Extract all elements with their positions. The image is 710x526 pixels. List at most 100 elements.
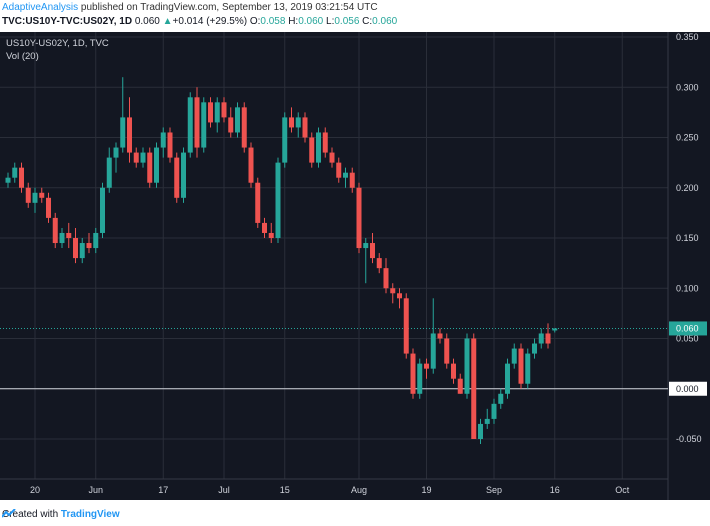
- candle-body[interactable]: [316, 132, 321, 163]
- candle-body[interactable]: [410, 353, 416, 394]
- candle-body[interactable]: [349, 172, 355, 188]
- candle-body[interactable]: [120, 117, 126, 148]
- candle-body[interactable]: [478, 423, 483, 439]
- candle-body[interactable]: [187, 97, 193, 153]
- x-tick-label: Oct: [615, 485, 630, 495]
- candle-body[interactable]: [545, 333, 551, 344]
- candle-body[interactable]: [255, 182, 261, 223]
- candle-body[interactable]: [511, 348, 517, 364]
- candle-body[interactable]: [329, 152, 335, 163]
- candle-body[interactable]: [457, 378, 463, 394]
- candle-body[interactable]: [343, 172, 348, 178]
- author-link[interactable]: AdaptiveAnalysis: [2, 2, 79, 13]
- candle-body[interactable]: [376, 258, 382, 269]
- candle-body[interactable]: [113, 147, 119, 158]
- candle-body[interactable]: [403, 298, 409, 354]
- candle-body[interactable]: [289, 117, 294, 128]
- candle-body[interactable]: [309, 137, 315, 163]
- candle-body[interactable]: [133, 152, 139, 163]
- candle-body[interactable]: [154, 147, 159, 183]
- ohlc-line: TVC:US10Y-TVC:US02Y, 1D 0.060 ▲+0.014 (+…: [2, 16, 397, 27]
- candle-body[interactable]: [106, 157, 112, 188]
- x-tick-label: Jun: [88, 485, 103, 495]
- candle-body[interactable]: [167, 132, 173, 158]
- candle-body[interactable]: [518, 348, 524, 384]
- x-tick-label: Aug: [351, 485, 367, 495]
- candle-body[interactable]: [525, 353, 531, 384]
- candle-body[interactable]: [39, 192, 45, 198]
- candle-body[interactable]: [451, 363, 456, 379]
- tradingview-brand[interactable]: TradingView: [60, 509, 120, 520]
- candle-body[interactable]: [140, 152, 146, 163]
- current-price-box: [669, 321, 707, 336]
- footer-credit: Created with TradingView: [2, 509, 120, 520]
- candle-body[interactable]: [322, 132, 328, 153]
- candle-body[interactable]: [194, 97, 200, 148]
- candle-body[interactable]: [505, 363, 510, 394]
- candle-body[interactable]: [430, 333, 436, 369]
- candle-body[interactable]: [282, 117, 288, 163]
- candle-body[interactable]: [228, 117, 234, 133]
- candle-body[interactable]: [498, 393, 504, 404]
- candle-body[interactable]: [160, 132, 166, 148]
- candle-body[interactable]: [52, 217, 58, 244]
- open-value: 0.058: [260, 16, 286, 27]
- candle-body[interactable]: [25, 187, 31, 203]
- candle-body[interactable]: [464, 338, 470, 394]
- candle-body[interactable]: [383, 268, 389, 289]
- candle-body[interactable]: [174, 157, 180, 198]
- candle-body[interactable]: [46, 197, 51, 218]
- candle-body[interactable]: [552, 328, 558, 331]
- candle-body[interactable]: [275, 162, 281, 238]
- candle-body[interactable]: [100, 187, 105, 233]
- candle-body[interactable]: [235, 107, 240, 133]
- candle-body[interactable]: [221, 102, 227, 118]
- candle-body[interactable]: [424, 363, 429, 369]
- candle-body[interactable]: [363, 243, 369, 249]
- candle-body[interactable]: [302, 117, 308, 138]
- candle-body[interactable]: [19, 167, 24, 188]
- candle-body[interactable]: [214, 102, 220, 123]
- candle-body[interactable]: [73, 238, 78, 259]
- candle-body[interactable]: [5, 177, 11, 183]
- candle-body[interactable]: [127, 117, 132, 153]
- candle-body[interactable]: [86, 243, 92, 249]
- candle-body[interactable]: [12, 167, 18, 178]
- candle-body[interactable]: [390, 288, 396, 294]
- candle-body[interactable]: [66, 232, 72, 238]
- y-tick-label: 0.350: [676, 32, 699, 42]
- candle-body[interactable]: [295, 117, 301, 128]
- candle-body[interactable]: [201, 102, 207, 148]
- candle-body[interactable]: [248, 147, 254, 183]
- candle-body[interactable]: [484, 418, 490, 424]
- open-label: O:: [249, 16, 261, 27]
- candle-body[interactable]: [181, 152, 186, 198]
- candle-body[interactable]: [208, 102, 213, 123]
- zero-label: 0.000: [676, 384, 699, 394]
- candle-body[interactable]: [262, 222, 267, 233]
- x-tick-label: Jul: [218, 485, 230, 495]
- chart-area[interactable]: 0.350 0.300 0.250 0.200 0.150 0.100 0.050 0.000…: [0, 32, 710, 500]
- candle-body[interactable]: [59, 232, 65, 244]
- candle-body[interactable]: [356, 187, 362, 249]
- candle-body[interactable]: [93, 232, 99, 249]
- x-tick-label: 16: [550, 485, 560, 495]
- x-tick-label: Sep: [486, 485, 502, 495]
- candle-body[interactable]: [532, 343, 537, 354]
- candlestick-chart[interactable]: 0.350 0.300 0.250 0.200 0.150 0.100 0.050 0.000…: [0, 32, 710, 500]
- candle-body[interactable]: [79, 243, 85, 259]
- candle-body[interactable]: [437, 333, 443, 339]
- candle-body[interactable]: [538, 333, 544, 344]
- candle-body[interactable]: [241, 107, 247, 148]
- candle-body[interactable]: [397, 293, 402, 299]
- candle-body[interactable]: [417, 363, 423, 394]
- candle-body[interactable]: [336, 162, 342, 178]
- candle-body[interactable]: [491, 403, 497, 419]
- candle-body[interactable]: [32, 192, 38, 203]
- candle-body[interactable]: [370, 243, 375, 259]
- candle-body[interactable]: [147, 152, 153, 183]
- candle-body[interactable]: [268, 232, 274, 238]
- candle-body[interactable]: [471, 338, 477, 440]
- y-tick-label: 0.250: [676, 133, 699, 143]
- candle-body[interactable]: [444, 338, 450, 364]
